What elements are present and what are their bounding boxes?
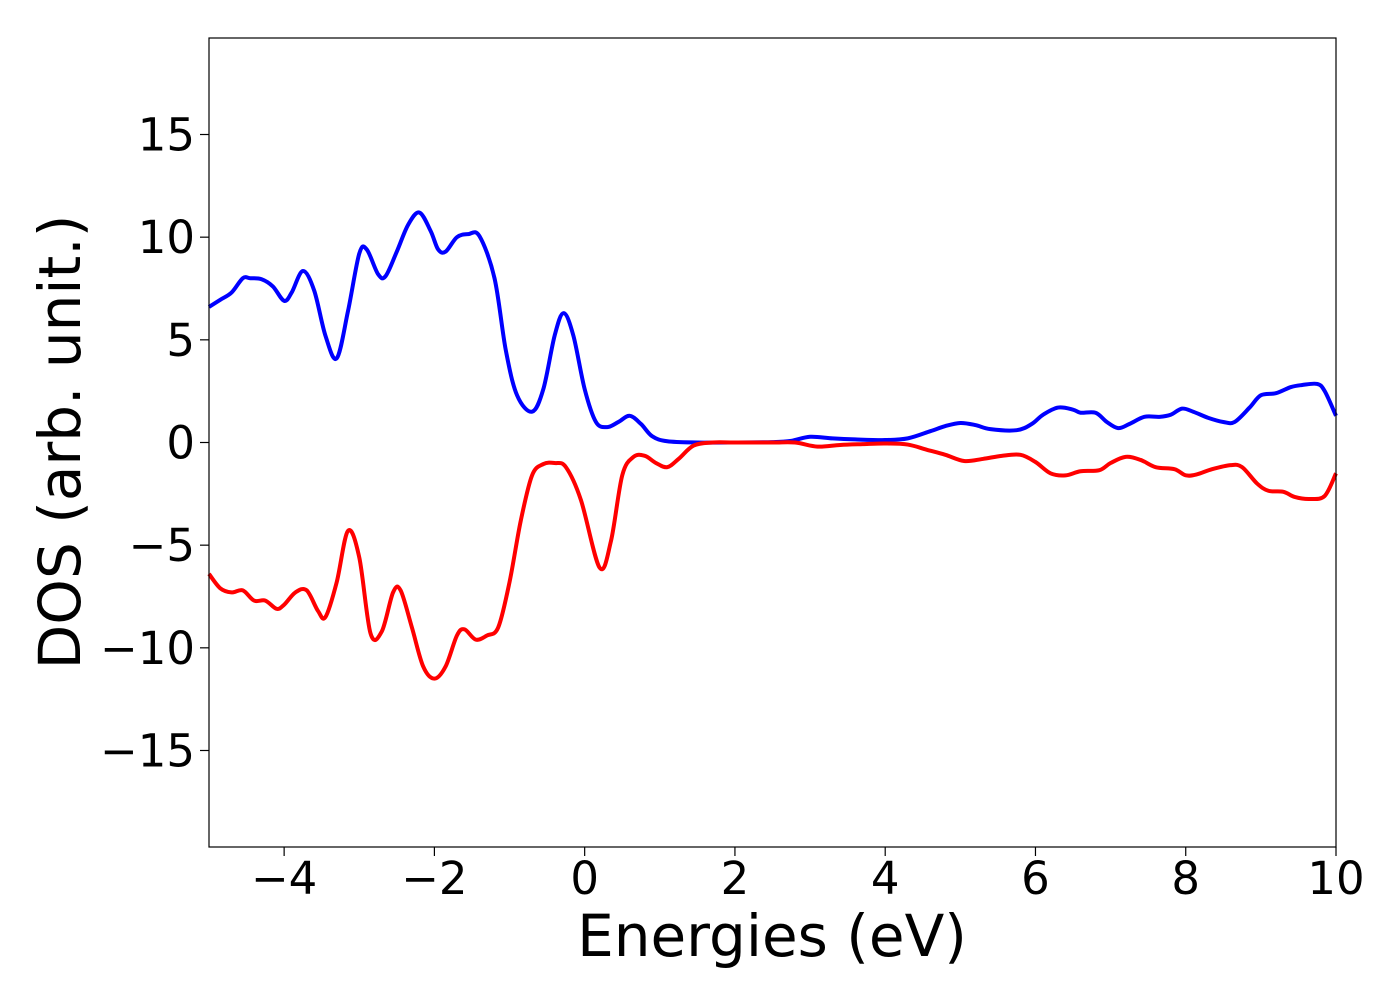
y-tick-label: 0 <box>166 417 195 470</box>
x-tick-label: −4 <box>251 852 317 905</box>
y-tick-label: −15 <box>100 724 195 777</box>
x-tick-label: 10 <box>1307 852 1364 905</box>
x-tick-label: 8 <box>1171 852 1200 905</box>
x-tick-label: 2 <box>721 852 750 905</box>
series-line-0 <box>207 210 1338 445</box>
x-axis: −4 −2 0 2 4 6 8 10 <box>251 847 1365 905</box>
x-tick-label: 0 <box>570 852 599 905</box>
y-tick-label: −10 <box>100 622 195 675</box>
y-tick-label: 10 <box>138 211 195 264</box>
x-axis-label: Energies (eV) <box>577 902 967 970</box>
y-tick-label: −5 <box>129 519 195 572</box>
series-layer <box>207 210 1338 681</box>
series-line-1 <box>207 440 1338 681</box>
y-tick-label: 15 <box>138 109 195 162</box>
y-axis-label: DOS (arb. unit.) <box>26 215 94 670</box>
y-axis: −15 −10 −5 0 5 10 15 <box>100 109 209 777</box>
x-tick-label: 4 <box>871 852 900 905</box>
y-tick-label: 5 <box>166 314 195 367</box>
x-tick-label: −2 <box>401 852 467 905</box>
x-tick-label: 6 <box>1021 852 1050 905</box>
